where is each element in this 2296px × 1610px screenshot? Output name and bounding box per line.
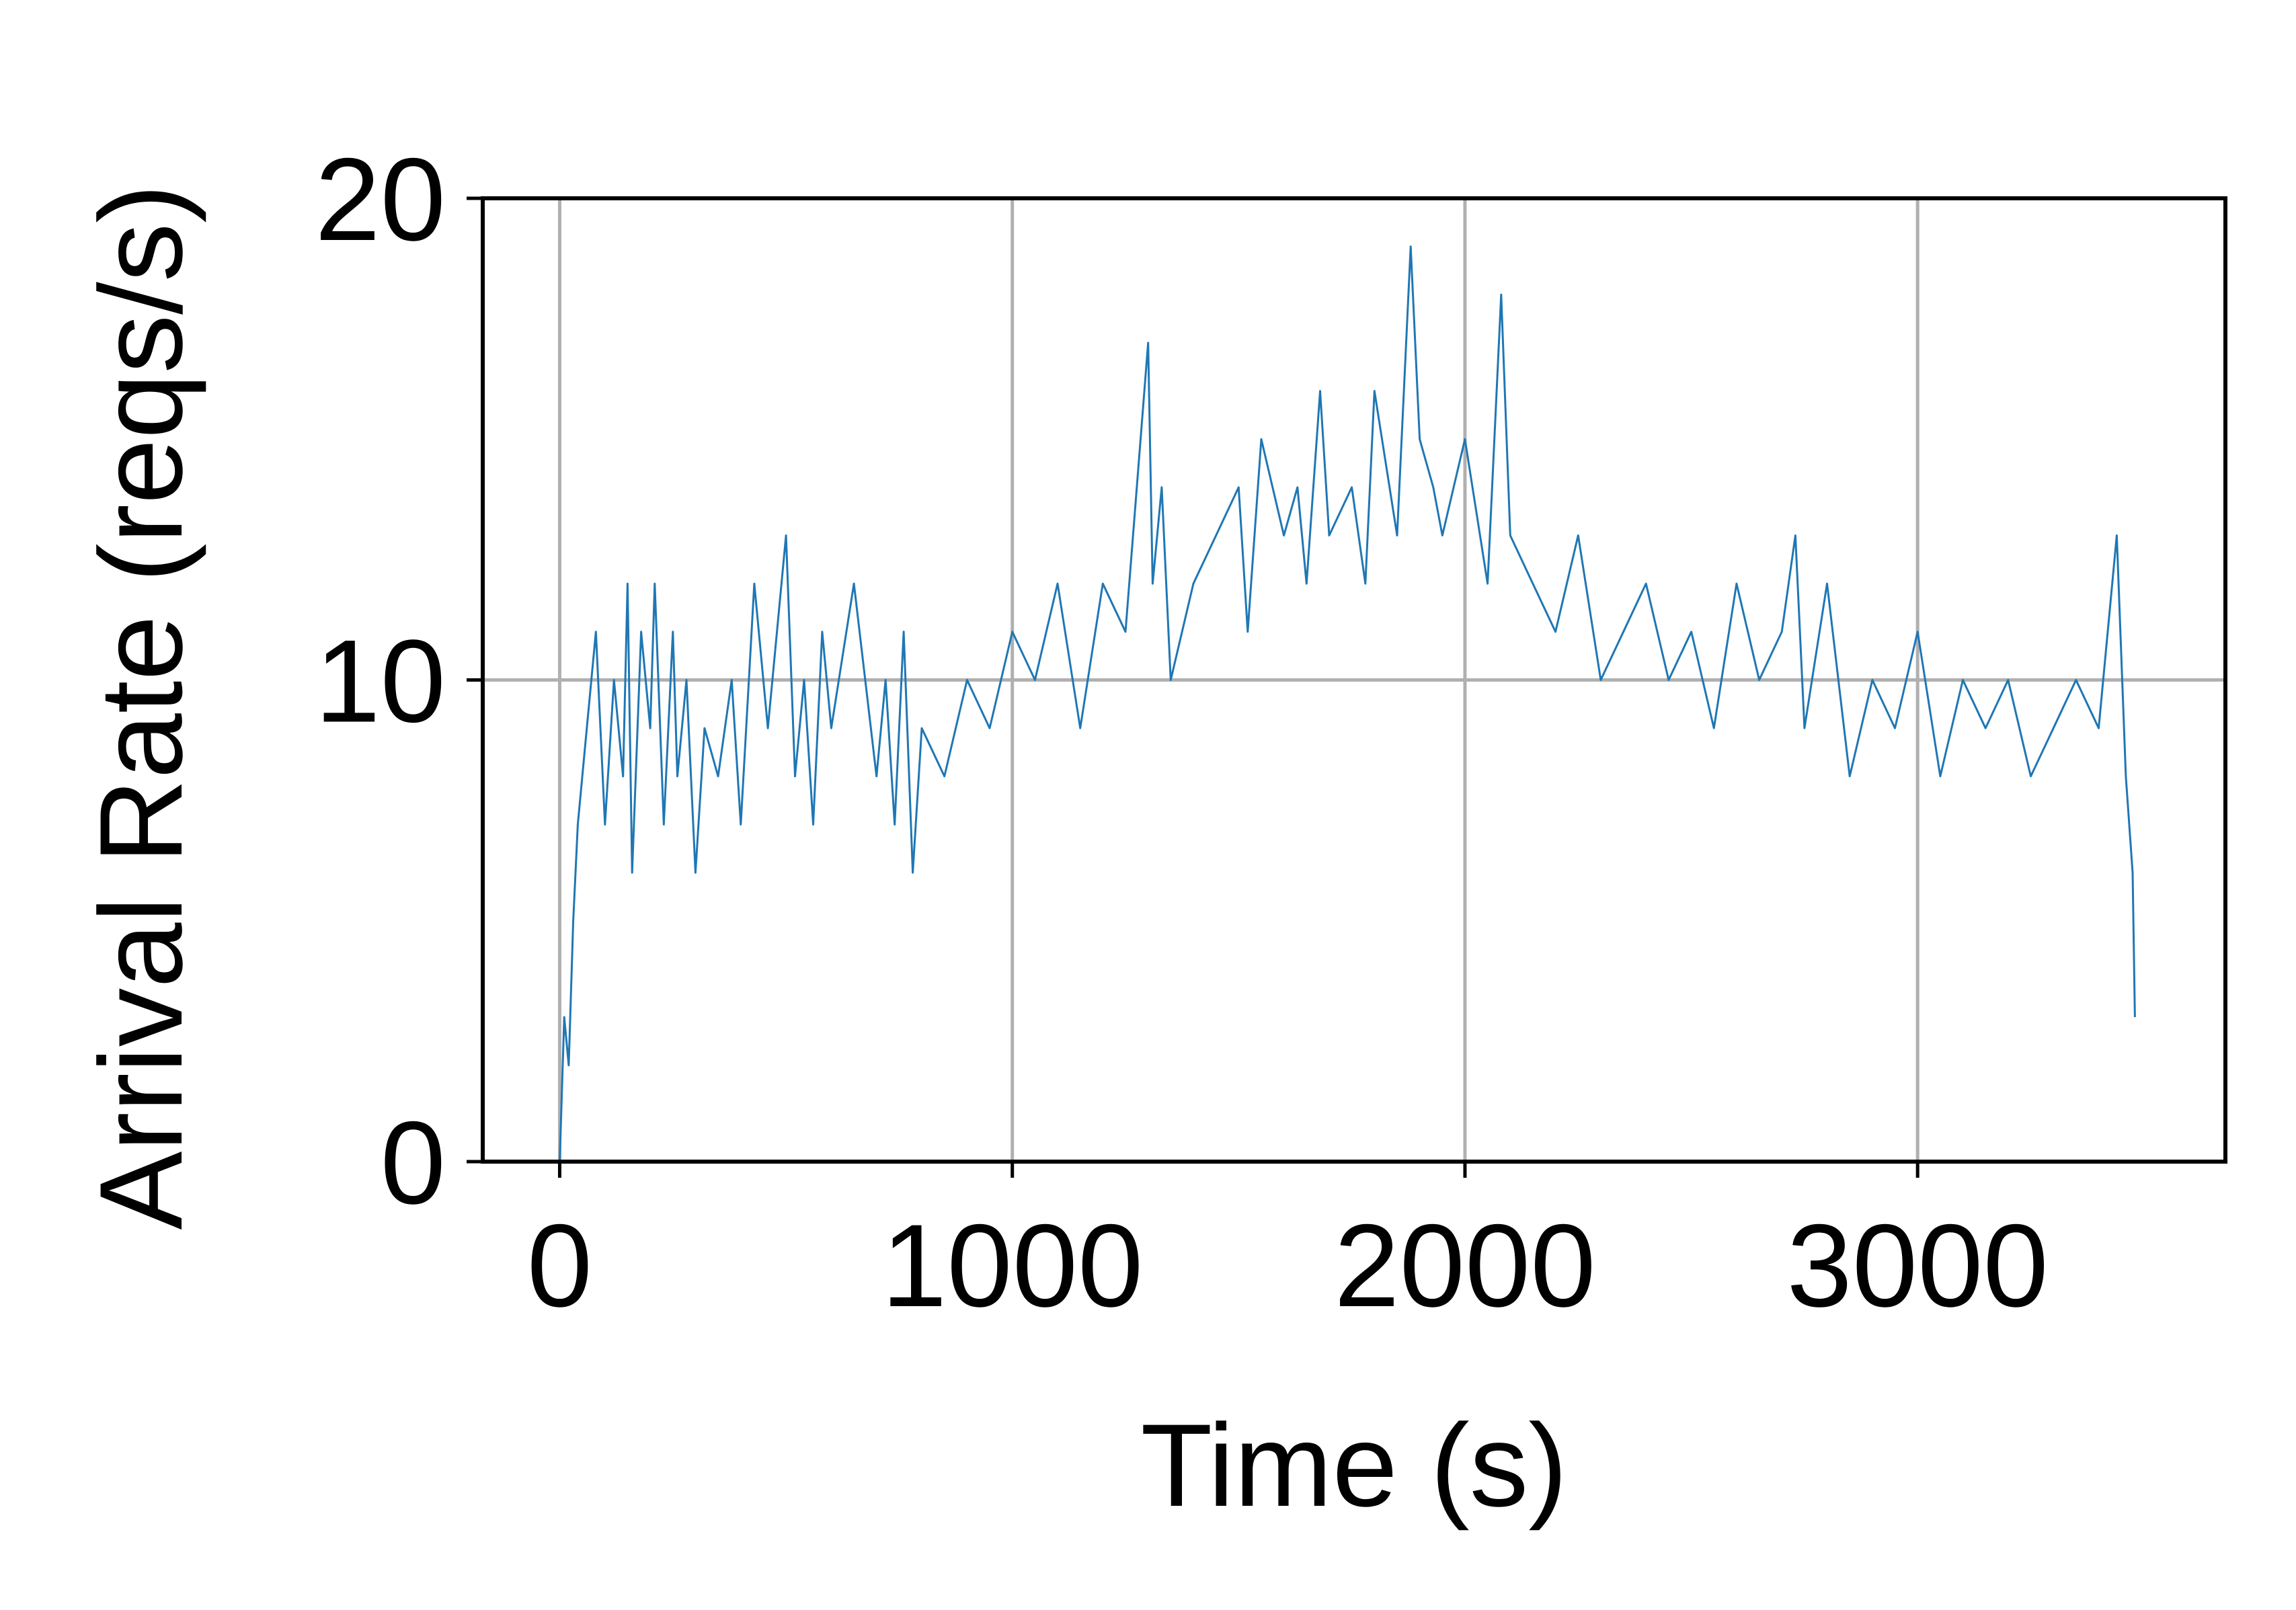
x-tick-label: 1000	[881, 1201, 1143, 1332]
axis-ticks: 0 1000 2000 3000 0 10 20	[315, 134, 2049, 1332]
x-tick-label: 3000	[1787, 1201, 2049, 1332]
x-axis-label: Time (s)	[1140, 1400, 1567, 1531]
series-arrival-rate	[559, 245, 2136, 1162]
y-tick-label: 0	[381, 1098, 446, 1229]
y-tick-label: 10	[315, 616, 446, 748]
y-tick-label: 20	[315, 134, 446, 266]
x-tick-label: 2000	[1334, 1201, 1595, 1332]
grid	[483, 198, 2225, 1162]
x-tick-label: 0	[527, 1201, 592, 1332]
y-axis-label: Arrival Rate (reqs/s)	[76, 184, 207, 1230]
series-line	[559, 245, 2136, 1162]
